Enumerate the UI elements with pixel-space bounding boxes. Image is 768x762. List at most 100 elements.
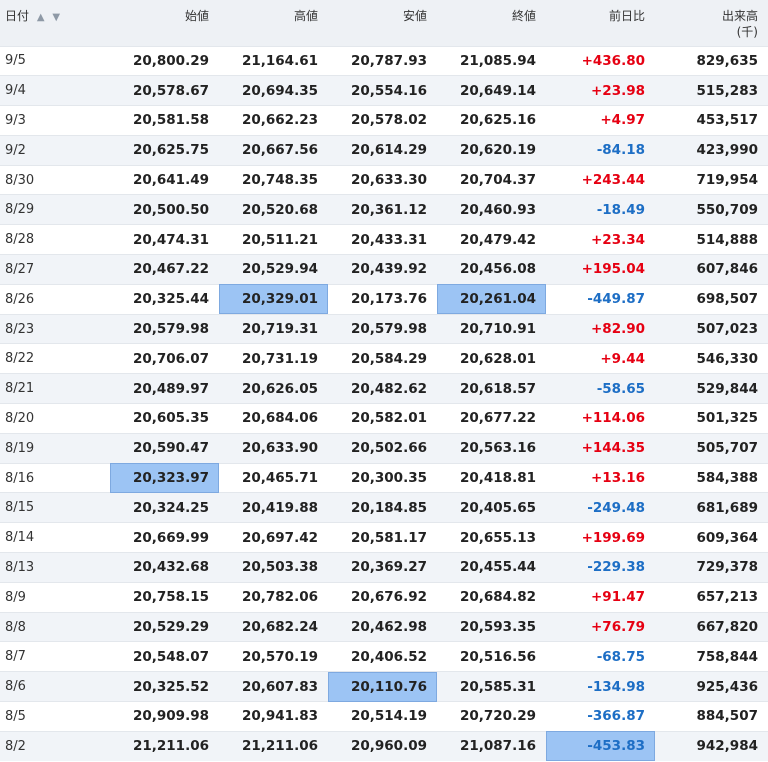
sort-ascending-icon[interactable]: ▲: [36, 12, 45, 23]
column-header-date-label: 日付: [5, 9, 30, 23]
cell-open: 20,800.29: [110, 45, 219, 76]
cell-change: +91.47: [546, 581, 655, 613]
cell-close: 20,618.57: [437, 373, 546, 404]
cell-volume: 529,844: [655, 373, 768, 404]
cell-high: 20,503.38: [219, 552, 328, 583]
cell-low: 20,633.30: [328, 164, 437, 195]
cell-date: 9/4: [0, 75, 110, 106]
cell-close: 20,405.65: [437, 492, 546, 523]
cell-close: 21,085.94: [437, 45, 546, 76]
cell-high: 20,626.05: [219, 373, 328, 404]
cell-date: 8/19: [0, 432, 110, 464]
cell-low: 20,433.31: [328, 224, 437, 255]
cell-change: +23.34: [546, 224, 655, 255]
cell-open: 20,590.47: [110, 432, 219, 464]
cell-date: 8/21: [0, 373, 110, 404]
cell-low: 20,787.93: [328, 45, 437, 76]
cell-change: -449.87: [546, 283, 655, 315]
cell-volume: 829,635: [655, 45, 768, 76]
column-header-volume: 出来高 (千): [655, 0, 768, 46]
cell-high: 21,211.06: [219, 730, 328, 762]
cell-change: -58.65: [546, 373, 655, 404]
cell-close: 20,628.01: [437, 343, 546, 374]
cell-low: 20,173.76: [328, 283, 437, 315]
cell-low: 20,184.85: [328, 492, 437, 523]
cell-open: 20,548.07: [110, 641, 219, 672]
cell-date: 8/14: [0, 522, 110, 553]
cell-date: 8/9: [0, 581, 110, 613]
table-row: 8/14 20,669.99 20,697.42 20,581.17 20,655.13…: [0, 522, 768, 553]
table-row: 8/16 20,323.97 20,465.71 20,300.35 20,418.81…: [0, 462, 768, 493]
cell-volume: 607,846: [655, 254, 768, 285]
table-row: 8/21 20,489.97 20,626.05 20,482.62 20,618.57…: [0, 373, 768, 404]
cell-volume: 925,436: [655, 671, 768, 702]
cell-low: 20,300.35: [328, 462, 437, 493]
cell-open: 20,432.68: [110, 552, 219, 583]
cell-change: +199.69: [546, 522, 655, 553]
cell-open: 20,325.44: [110, 283, 219, 315]
cell-volume: 942,984: [655, 730, 768, 762]
cell-high: 20,694.35: [219, 75, 328, 106]
cell-close: 20,455.44: [437, 552, 546, 583]
cell-high: 20,682.24: [219, 611, 328, 642]
column-header-date[interactable]: 日付 ▲ ▼: [0, 0, 110, 46]
cell-open: 20,325.52: [110, 671, 219, 702]
cell-high: 21,164.61: [219, 45, 328, 76]
cell-change: +144.35: [546, 432, 655, 464]
cell-high: 20,633.90: [219, 432, 328, 464]
table-row: 8/30 20,641.49 20,748.35 20,633.30 20,704.37…: [0, 164, 768, 195]
cell-change: +4.97: [546, 105, 655, 136]
cell-high: 20,511.21: [219, 224, 328, 255]
cell-change: -18.49: [546, 194, 655, 225]
cell-date: 9/5: [0, 45, 110, 76]
cell-low: 20,369.27: [328, 552, 437, 583]
column-header-volume-label: 出来高: [721, 9, 758, 23]
cell-close: 20,585.31: [437, 671, 546, 702]
column-header-close: 終値: [511, 9, 536, 23]
cell-low: 20,514.19: [328, 701, 437, 732]
cell-close: 20,620.19: [437, 134, 546, 166]
cell-volume: 423,990: [655, 134, 768, 166]
cell-high: 20,731.19: [219, 343, 328, 374]
table-row: 8/28 20,474.31 20,511.21 20,433.31 20,479.42…: [0, 224, 768, 255]
cell-close: 20,418.81: [437, 462, 546, 493]
column-header-volume-unit: (千): [736, 25, 758, 39]
cell-low: 20,439.92: [328, 254, 437, 285]
cell-volume: 667,820: [655, 611, 768, 642]
cell-open: 20,324.25: [110, 492, 219, 523]
cell-open: 20,578.67: [110, 75, 219, 106]
cell-date: 8/7: [0, 641, 110, 672]
cell-volume: 505,707: [655, 432, 768, 464]
cell-low: 20,960.09: [328, 730, 437, 762]
cell-high: 20,520.68: [219, 194, 328, 225]
cell-open: 20,909.98: [110, 701, 219, 732]
cell-change: -229.38: [546, 552, 655, 583]
highlighted-cell-change: -453.83: [546, 730, 655, 762]
table-row: 8/29 20,500.50 20,520.68 20,361.12 20,460.93…: [0, 194, 768, 225]
cell-open: 20,500.50: [110, 194, 219, 225]
cell-low: 20,482.62: [328, 373, 437, 404]
cell-low: 20,406.52: [328, 641, 437, 672]
table-row: 8/2 21,211.06 21,211.06 20,960.09 21,087.16-…: [0, 730, 768, 762]
cell-change: +9.44: [546, 343, 655, 374]
cell-date: 9/3: [0, 105, 110, 136]
cell-volume: 698,507: [655, 283, 768, 315]
cell-change: +13.16: [546, 462, 655, 493]
cell-open: 20,489.97: [110, 373, 219, 404]
cell-volume: 681,689: [655, 492, 768, 523]
cell-volume: 609,364: [655, 522, 768, 553]
cell-low: 20,614.29: [328, 134, 437, 166]
cell-close: 20,649.14: [437, 75, 546, 106]
table-row: 8/6 20,325.52 20,607.83 20,110.76 20,585.31-…: [0, 671, 768, 702]
cell-open: 20,581.58: [110, 105, 219, 136]
cell-close: 20,460.93: [437, 194, 546, 225]
sort-descending-icon[interactable]: ▼: [52, 12, 61, 23]
cell-close: 20,704.37: [437, 164, 546, 195]
cell-close: 20,720.29: [437, 701, 546, 732]
cell-high: 20,607.83: [219, 671, 328, 702]
table-row: 8/7 20,548.07 20,570.19 20,406.52 20,516.56-…: [0, 641, 768, 672]
cell-change: +76.79: [546, 611, 655, 642]
cell-open: 20,706.07: [110, 343, 219, 374]
cell-change: -68.75: [546, 641, 655, 672]
table-row: 8/13 20,432.68 20,503.38 20,369.27 20,455.44…: [0, 552, 768, 583]
